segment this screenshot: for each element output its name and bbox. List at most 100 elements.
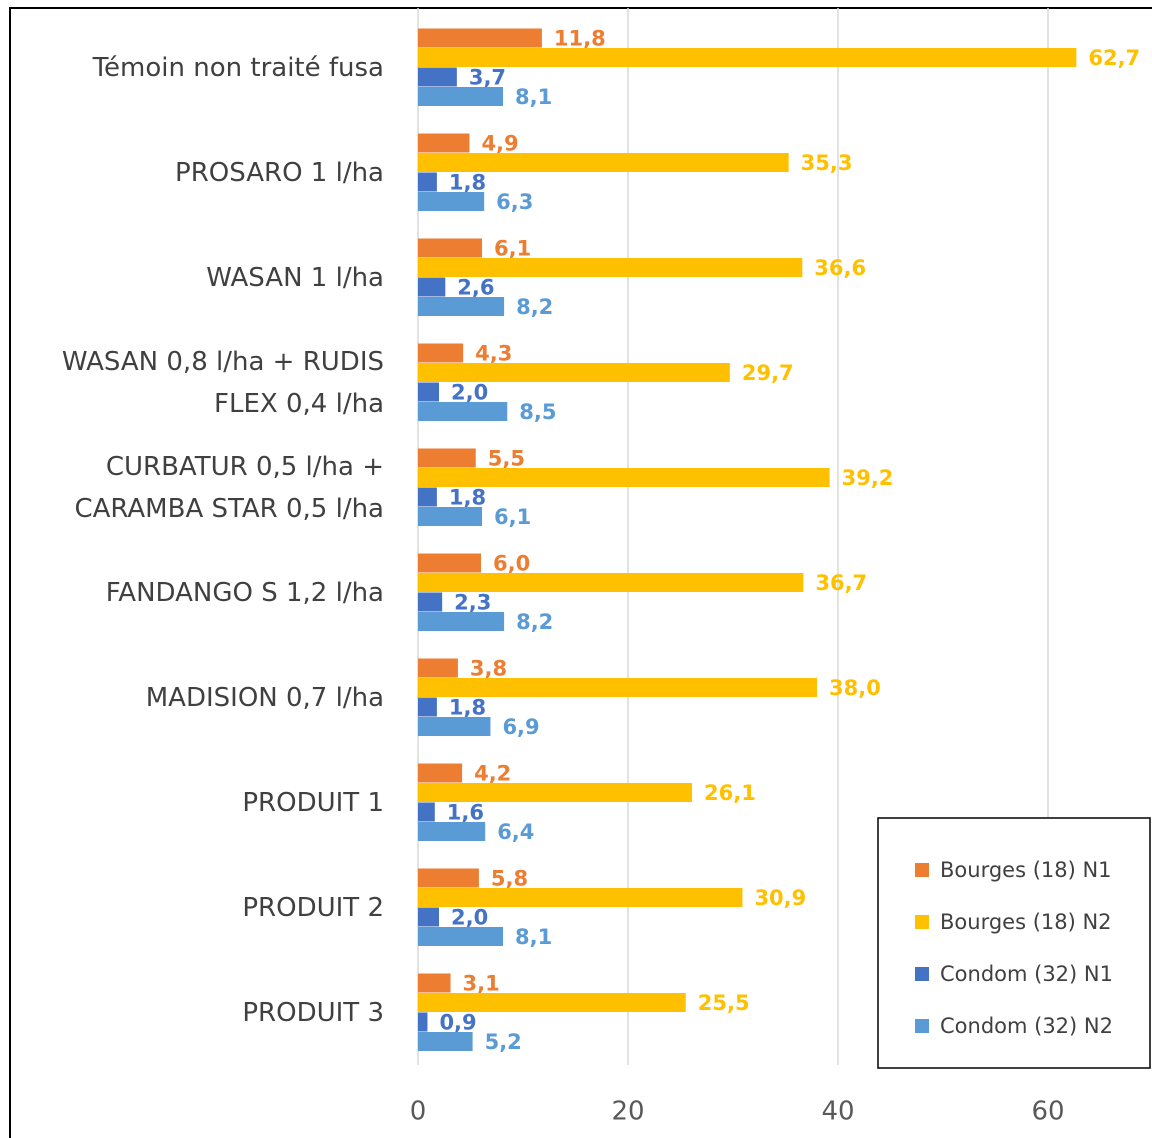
value-label: 38,0 (829, 676, 881, 700)
bar (418, 343, 464, 363)
value-label: 5,5 (488, 446, 525, 470)
category-label: PRODUIT 1 (242, 787, 384, 818)
bar (418, 802, 435, 822)
category-label: FANDANGO S 1,2 l/ha (105, 577, 384, 608)
value-label: 1,8 (449, 485, 486, 509)
bar (418, 192, 485, 211)
bar (418, 822, 486, 841)
bar (418, 297, 505, 316)
bar (418, 553, 481, 573)
category-label: CURBATUR 0,5 l/ha + CARAMBA STAR 0,5 l/h… (74, 451, 384, 524)
value-label: 2,3 (454, 590, 491, 614)
value-label: 3,8 (470, 656, 507, 680)
bar (418, 238, 483, 258)
value-label: 5,8 (491, 866, 528, 890)
value-label: 8,5 (519, 400, 556, 424)
bar (418, 993, 686, 1012)
category-label: WASAN 1 l/ha (206, 262, 384, 293)
value-label: 8,1 (515, 85, 552, 109)
bar (418, 868, 479, 888)
value-label: 8,2 (516, 610, 553, 634)
value-label: 3,7 (469, 65, 506, 89)
legend-label: Condom (32) N1 (940, 962, 1113, 986)
bar (418, 592, 443, 612)
chart-frame (9, 7, 1152, 1138)
bar (418, 258, 803, 277)
value-label: 6,9 (502, 715, 539, 739)
bar (418, 153, 789, 172)
bar (418, 277, 446, 297)
x-tick-label: 40 (821, 1097, 854, 1127)
legend-swatch (915, 1019, 929, 1033)
value-label: 8,1 (515, 925, 552, 949)
value-label: 62,7 (1088, 46, 1140, 70)
value-label: 2,0 (451, 380, 488, 404)
value-label: 39,2 (842, 466, 894, 490)
bar (418, 612, 505, 631)
bar (418, 468, 830, 487)
value-label: 6,3 (496, 190, 533, 214)
bar (418, 363, 730, 382)
value-label: 2,0 (451, 905, 488, 929)
bar (418, 1012, 428, 1032)
category-label: WASAN 0,8 l/ha + RUDIS FLEX 0,4 l/ha (61, 346, 384, 419)
bar (418, 658, 458, 678)
value-label: 30,9 (754, 886, 806, 910)
bar (418, 67, 457, 87)
value-label: 8,2 (516, 295, 553, 319)
value-label: 6,4 (497, 820, 534, 844)
legend-label: Bourges (18) N1 (940, 858, 1112, 882)
value-label: 1,8 (449, 695, 486, 719)
category-label: PRODUIT 2 (242, 892, 384, 923)
value-label: 6,1 (494, 236, 531, 260)
bar (418, 763, 463, 783)
bar (418, 783, 693, 802)
bar (418, 697, 437, 717)
value-label: 36,6 (814, 256, 866, 280)
value-label: 2,6 (457, 275, 494, 299)
legend-swatch (915, 967, 929, 981)
bar (418, 487, 437, 507)
legend-label: Condom (32) N2 (940, 1014, 1113, 1038)
value-label: 11,8 (554, 26, 606, 50)
value-label: 6,0 (493, 551, 530, 575)
bar (418, 382, 439, 402)
legend-label: Bourges (18) N2 (940, 910, 1112, 934)
bar (418, 448, 476, 468)
value-label: 36,7 (815, 571, 867, 595)
bar (418, 573, 804, 592)
x-tick-label: 20 (611, 1097, 644, 1127)
bar (418, 133, 470, 153)
x-tick-label: 0 (410, 1097, 427, 1127)
value-label: 26,1 (704, 781, 756, 805)
category-label: MADISION 0,7 l/ha (145, 682, 384, 713)
bar (418, 87, 504, 106)
bar (418, 1032, 473, 1051)
bar (418, 678, 817, 697)
value-label: 35,3 (801, 151, 853, 175)
value-label: 6,1 (494, 505, 531, 529)
value-label: 1,6 (447, 800, 484, 824)
bar (418, 973, 451, 993)
value-label: 4,9 (481, 131, 518, 155)
bar (418, 888, 743, 907)
category-label: PRODUIT 3 (242, 997, 384, 1028)
bar (418, 48, 1077, 67)
value-label: 5,2 (485, 1030, 522, 1054)
x-tick-label: 60 (1031, 1097, 1064, 1127)
legend-swatch (915, 915, 929, 929)
bar (418, 907, 439, 927)
value-label: 29,7 (742, 361, 794, 385)
bar (418, 927, 504, 946)
value-label: 1,8 (449, 170, 486, 194)
bar (418, 507, 483, 526)
category-label: Témoin non traité fusa (92, 52, 384, 83)
value-label: 0,9 (439, 1010, 476, 1034)
bar (418, 28, 542, 48)
value-label: 4,3 (475, 341, 512, 365)
category-label: PROSARO 1 l/ha (175, 157, 384, 188)
bar (418, 172, 437, 192)
value-label: 4,2 (474, 761, 511, 785)
